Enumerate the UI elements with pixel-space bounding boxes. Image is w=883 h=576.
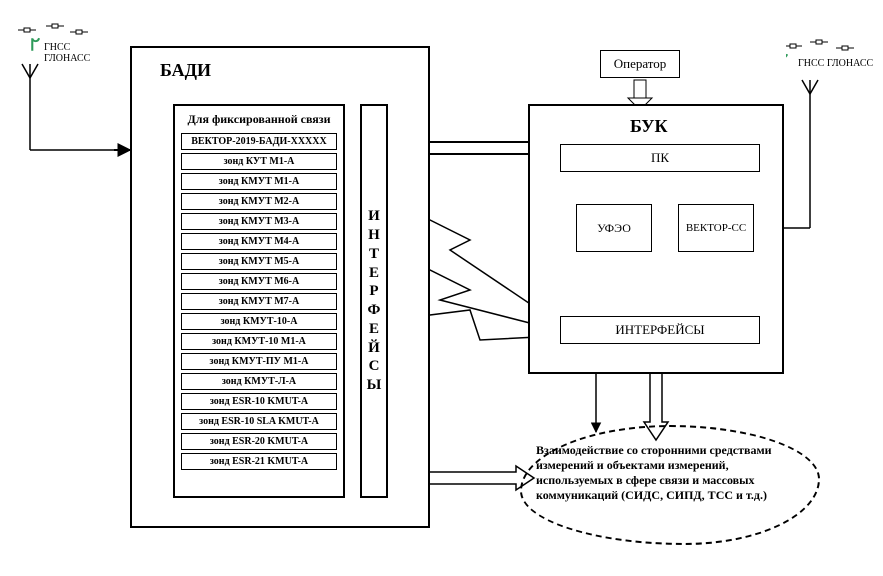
badi-item: зонд КМУТ-ПУ M1-A [181, 353, 337, 370]
buk-title: БУК [630, 116, 668, 137]
badi-item: зонд КМУТ-10-A [181, 313, 337, 330]
svg-text:𐐊: 𐐊 [30, 37, 41, 54]
buk-interfaces-label: ИНТЕРФЕЙСЫ [615, 322, 704, 338]
cloud-text: Взаимодействие со сторонними средствами … [536, 443, 772, 502]
interaction-cloud: Взаимодействие со сторонними средствами … [520, 425, 820, 545]
badi-item: зонд КМУТ-Л-A [181, 373, 337, 390]
badi-item: зонд КМУТ M2-A [181, 193, 337, 210]
buk-interfaces: ИНТЕРФЕЙСЫ [560, 316, 760, 344]
badi-item: зонд ESR-10 SLA KMUT-A [181, 413, 337, 430]
badi-item: зонд КМУТ-10 M1-A [181, 333, 337, 350]
badi-item: зонд КМУТ M1-A [181, 173, 337, 190]
badi-item: зонд КМУТ M5-A [181, 253, 337, 270]
badi-item: зонд КМУТ M7-A [181, 293, 337, 310]
badi-item: зонд КУТ M1-A [181, 153, 337, 170]
gnss-right-label: ГНСС ГЛОНАСС [798, 58, 873, 69]
buk-vector: ВЕКТОР-СС [678, 204, 754, 252]
badi-item: зонд ESR-21 KMUT-A [181, 453, 337, 470]
badi-item: ВЕКТОР-2019-БАДИ-XXXXX [181, 133, 337, 150]
svg-text:𐐊: 𐐊 [786, 53, 789, 70]
badi-item: зонд ESR-10 KMUT-A [181, 393, 337, 410]
operator-box: Оператор [600, 50, 680, 78]
gnss-left-label: ГНСС ГЛОНАСС [44, 42, 102, 64]
badi-item: зонд КМУТ M3-A [181, 213, 337, 230]
badi-column: Для фиксированной связи ВЕКТОР-2019-БАДИ… [173, 104, 345, 498]
badi-item: зонд КМУТ M4-A [181, 233, 337, 250]
buk-pk: ПК [560, 144, 760, 172]
badi-item: зонд КМУТ M6-A [181, 273, 337, 290]
gnss-left: 𐐊 ГНСС ГЛОНАСС [12, 20, 102, 70]
buk-ufeo: УФЭО [576, 204, 652, 252]
badi-interfaces-bar: ИНТЕРФЕЙСЫ [360, 104, 388, 498]
buk-ufeo-label: УФЭО [597, 221, 631, 236]
operator-label: Оператор [614, 56, 667, 72]
buk-vector-label: ВЕКТОР-СС [686, 222, 746, 234]
buk-pk-label: ПК [651, 150, 669, 166]
badi-title: БАДИ [160, 60, 211, 81]
badi-interfaces-label: ИНТЕРФЕЙСЫ [367, 207, 382, 395]
gnss-right: 𐐊 ГНСС ГЛОНАСС [786, 36, 876, 86]
badi-item: зонд ESR-20 KMUT-A [181, 433, 337, 450]
badi-column-header: Для фиксированной связи [181, 112, 337, 127]
badi-items-list: ВЕКТОР-2019-БАДИ-XXXXX зонд КУТ M1-A зонд … [181, 133, 337, 470]
